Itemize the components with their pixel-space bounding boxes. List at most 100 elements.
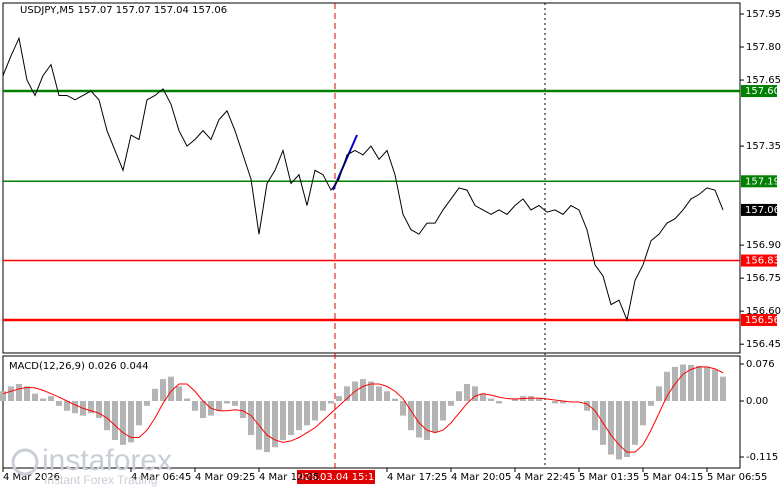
macd-bar <box>200 400 206 419</box>
price-panel-frame <box>2 2 741 354</box>
macd-bar <box>432 400 438 433</box>
macd-bar <box>176 386 182 401</box>
macd-bar <box>280 400 286 440</box>
macd-bar <box>48 396 54 401</box>
x-tick-label: 4 Mar 20:05 <box>451 472 511 483</box>
macd-bar <box>552 400 558 404</box>
macd-bar <box>400 400 406 416</box>
level-label-box <box>741 254 777 267</box>
macd-bar <box>344 386 350 401</box>
y-tick-label: 0.00 <box>746 396 768 407</box>
cursor-label: 2026.03.04 15:15 <box>291 472 380 483</box>
x-tick-label: 4 Mar 09:25 <box>195 472 255 483</box>
macd-bar <box>136 400 142 426</box>
macd-panel-frame <box>2 355 741 469</box>
macd-bar <box>632 400 638 445</box>
x-tick-label: 4 Mar 22:45 <box>515 472 575 483</box>
last-price-box <box>741 203 777 216</box>
macd-bar <box>40 398 46 401</box>
cursor-label-box <box>297 470 375 484</box>
macd-bar <box>240 400 246 419</box>
macd-bar <box>472 386 478 401</box>
price-line <box>2 36 724 322</box>
macd-bar <box>656 386 662 401</box>
y-tick-label: 156.60 <box>746 306 781 317</box>
macd-bar <box>616 400 622 460</box>
macd-bar <box>480 393 486 401</box>
level-label: 157.60 <box>745 86 780 97</box>
macd-bar <box>376 386 382 401</box>
macd-bar <box>264 400 270 453</box>
macd-bar <box>232 400 238 406</box>
macd-bar <box>704 366 710 401</box>
level-label-box <box>741 313 777 326</box>
x-tick-label: 4 Mar 06:45 <box>131 472 191 483</box>
last-price-label: 157.06 <box>745 205 780 216</box>
macd-bar <box>408 400 414 431</box>
y-tick-label: 156.90 <box>746 240 781 251</box>
x-tick-label: 4 Mar 12:05 <box>259 472 319 483</box>
macd-bar <box>648 400 654 406</box>
macd-bar <box>336 396 342 401</box>
macd-bar <box>512 398 518 401</box>
level-label: 157.19 <box>745 176 780 187</box>
macd-bar <box>120 400 126 445</box>
macd-bar <box>384 391 390 401</box>
macd-bar <box>392 398 398 401</box>
macd-bar <box>360 379 366 401</box>
macd-bar <box>720 376 726 401</box>
macd-bar <box>288 400 294 436</box>
macd-bar <box>64 400 70 411</box>
macd-bar <box>248 400 254 436</box>
macd-bar <box>8 386 14 401</box>
y-tick-label: 157.95 <box>746 9 781 20</box>
macd-bar <box>152 388 158 401</box>
macd-bar <box>128 400 134 443</box>
y-tick-label: -0.115 <box>746 452 778 463</box>
macd-bar <box>688 364 694 401</box>
macd-bar <box>624 400 630 457</box>
macd-bar <box>224 400 230 404</box>
macd-bar <box>696 365 702 401</box>
macd-bar <box>216 400 222 411</box>
macd-bar <box>448 400 454 406</box>
macd-bar <box>424 400 430 440</box>
y-tick-label: 0.076 <box>746 359 775 370</box>
macd-bar <box>320 400 326 411</box>
macd-title: MACD(12,26,9) 0.026 0.044 <box>9 361 149 372</box>
level-label: 156.83 <box>745 256 780 267</box>
watermark: instaforex Instant Forex Trading <box>11 444 172 487</box>
macd-bar <box>72 400 78 414</box>
macd-bar <box>328 400 334 404</box>
macd-bar <box>96 400 102 419</box>
macd-bar <box>712 369 718 401</box>
brand: instaforex <box>42 444 172 477</box>
level-label-box <box>741 85 777 98</box>
y-tick-label: 156.45 <box>746 339 781 350</box>
macd-bar <box>112 400 118 440</box>
x-tick-label: 5 Mar 06:55 <box>707 472 767 483</box>
macd-bar <box>608 400 614 455</box>
macd-bar <box>16 383 22 401</box>
macd-bar <box>56 400 62 406</box>
macd-bar <box>416 400 422 438</box>
signal-line <box>2 366 724 453</box>
macd-bar <box>664 371 670 401</box>
tagline: Instant Forex Trading <box>44 473 157 487</box>
macd-bar <box>88 400 94 414</box>
macd-bar <box>160 379 166 401</box>
y-tick-label: 156.75 <box>746 273 781 284</box>
macd-bar <box>296 400 302 431</box>
macd-bar <box>0 391 6 401</box>
macd-bar <box>464 383 470 401</box>
x-tick-label: 4 Mar 2026 <box>3 472 60 483</box>
macd-bar <box>304 400 310 426</box>
x-tick-label: 5 Mar 04:15 <box>643 472 703 483</box>
macd-bar <box>640 400 646 426</box>
macd-bar <box>440 400 446 421</box>
macd-bar <box>168 376 174 401</box>
macd-bar <box>272 400 278 448</box>
macd-bar <box>192 400 198 411</box>
macd-bar <box>144 400 150 406</box>
